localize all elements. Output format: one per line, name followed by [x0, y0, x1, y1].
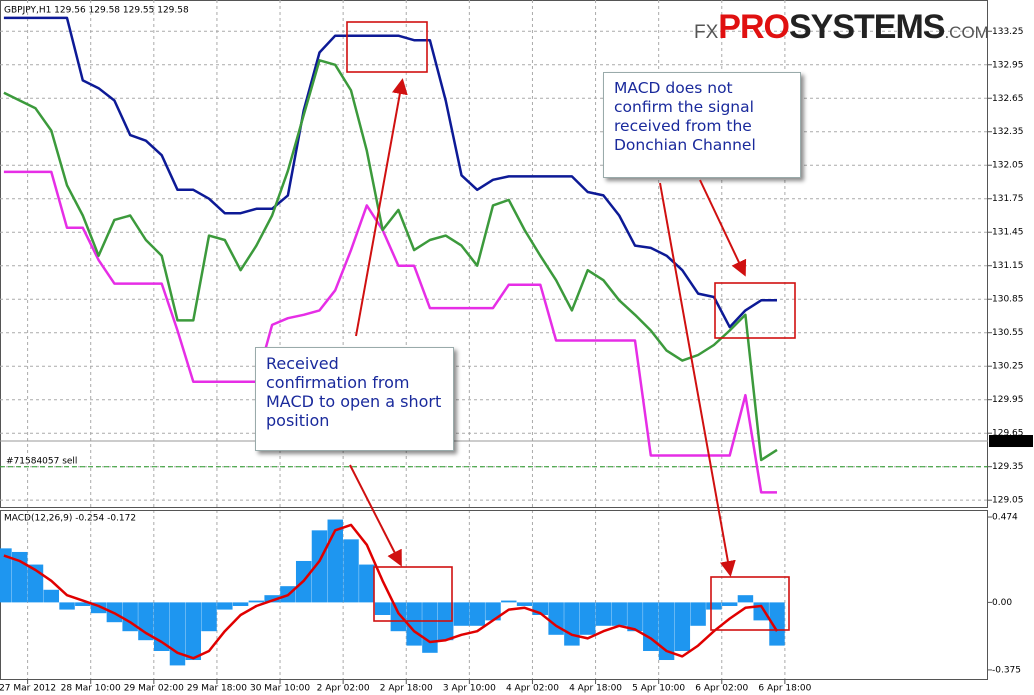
- x-tick-label: 6 Apr 18:00: [758, 684, 811, 694]
- y-tick-label: 133.25: [992, 27, 1024, 37]
- histogram-bar: [90, 602, 107, 614]
- histogram-bar: [674, 602, 691, 652]
- x-tick-label: 3 Apr 10:00: [443, 684, 496, 694]
- y-tick-label: -0.375: [992, 665, 1021, 675]
- x-tick-label: 2 Apr 18:00: [380, 684, 433, 694]
- x-tick-label: 4 Apr 18:00: [569, 684, 622, 694]
- histogram-bar: [374, 602, 391, 615]
- histogram-bar: [311, 530, 328, 603]
- histogram-bar: [627, 602, 643, 632]
- logo-fx: FX: [694, 22, 719, 43]
- y-tick-label: 131.15: [992, 261, 1024, 271]
- histogram-bar: [643, 602, 659, 652]
- histogram-bar: [201, 602, 217, 632]
- logo-pro: PRO: [718, 8, 790, 46]
- histogram-bar: [595, 602, 612, 626]
- histogram-bar: [232, 602, 249, 606]
- y-tick-label: 129.65: [992, 429, 1024, 439]
- histogram-bar: [217, 602, 233, 610]
- histogram-bar: [737, 595, 754, 603]
- logo-com: .COM: [944, 23, 989, 42]
- x-tick-label: 29 Mar 02:00: [124, 684, 184, 694]
- y-tick-label: 131.75: [992, 194, 1024, 204]
- histogram-bar: [469, 602, 485, 626]
- order-label: #71584057 sell: [6, 457, 77, 467]
- y-tick-label: 129.35: [992, 462, 1024, 472]
- histogram-bar: [706, 602, 722, 610]
- y-tick-label: 132.05: [992, 161, 1024, 171]
- indicator-title: MACD(12,26,9) -0.254 -0.172: [4, 514, 136, 524]
- y-tick-label: 0.474: [992, 513, 1018, 523]
- histogram-bar: [59, 602, 75, 610]
- histogram-bar: [453, 602, 470, 626]
- annotation-box: MACD does not confirm the signal receive…: [603, 72, 801, 178]
- x-tick-label: 27 Mar 2012: [0, 684, 56, 694]
- histogram-bar: [75, 602, 91, 606]
- histogram-bar: [0, 548, 12, 603]
- histogram-bar: [248, 600, 265, 603]
- histogram-bar: [343, 539, 359, 603]
- y-tick-label: 130.55: [992, 328, 1024, 338]
- x-tick-label: 6 Apr 02:00: [695, 684, 748, 694]
- annotation-box: Received confirmation from MACD to open …: [255, 347, 454, 451]
- histogram-bar: [422, 602, 438, 653]
- histogram-bar: [516, 602, 533, 606]
- histogram-bar: [721, 602, 738, 606]
- histogram-bar: [564, 602, 580, 646]
- price-tag: [989, 435, 1033, 448]
- x-tick-label: 30 Mar 10:00: [250, 684, 310, 694]
- y-tick-label: 129.95: [992, 395, 1024, 405]
- x-tick-label: 29 Mar 18:00: [187, 684, 247, 694]
- histogram-bar: [153, 602, 170, 652]
- chart-title: GBPJPY,H1 129.56 129.58 129.55 129.58: [4, 6, 189, 16]
- histogram-bar: [611, 602, 627, 626]
- histogram-bar: [43, 589, 60, 603]
- y-tick-label: 129.05: [992, 496, 1024, 506]
- histogram-bar: [485, 602, 501, 621]
- x-tick-label: 28 Mar 10:00: [61, 684, 121, 694]
- histogram-bar: [185, 602, 201, 661]
- y-tick-label: 0.00: [992, 598, 1012, 608]
- histogram-bar: [579, 602, 596, 635]
- logo: FXPROSYSTEMS.COM: [694, 8, 989, 47]
- x-tick-label: 4 Apr 02:00: [506, 684, 559, 694]
- y-tick-label: 132.35: [992, 127, 1024, 137]
- histogram-bar: [359, 564, 375, 603]
- x-tick-label: 2 Apr 02:00: [317, 684, 370, 694]
- histogram-bar: [138, 602, 154, 641]
- y-tick-label: 132.65: [992, 94, 1024, 104]
- y-tick-label: 130.85: [992, 295, 1024, 305]
- histogram-bar: [264, 595, 280, 603]
- histogram-bar: [501, 600, 517, 603]
- x-tick-label: 5 Apr 10:00: [632, 684, 685, 694]
- histogram-bar: [437, 602, 454, 641]
- logo-systems: SYSTEMS: [788, 8, 945, 46]
- y-tick-label: 132.95: [992, 60, 1024, 70]
- y-tick-label: 130.25: [992, 362, 1024, 372]
- histogram-bar: [690, 602, 706, 626]
- histogram-bar: [390, 602, 407, 632]
- y-tick-label: 131.45: [992, 228, 1024, 238]
- price-tag-label: 129.58: [992, 437, 1024, 447]
- histogram-bar: [658, 602, 675, 661]
- plot-frame: [0, 0, 988, 508]
